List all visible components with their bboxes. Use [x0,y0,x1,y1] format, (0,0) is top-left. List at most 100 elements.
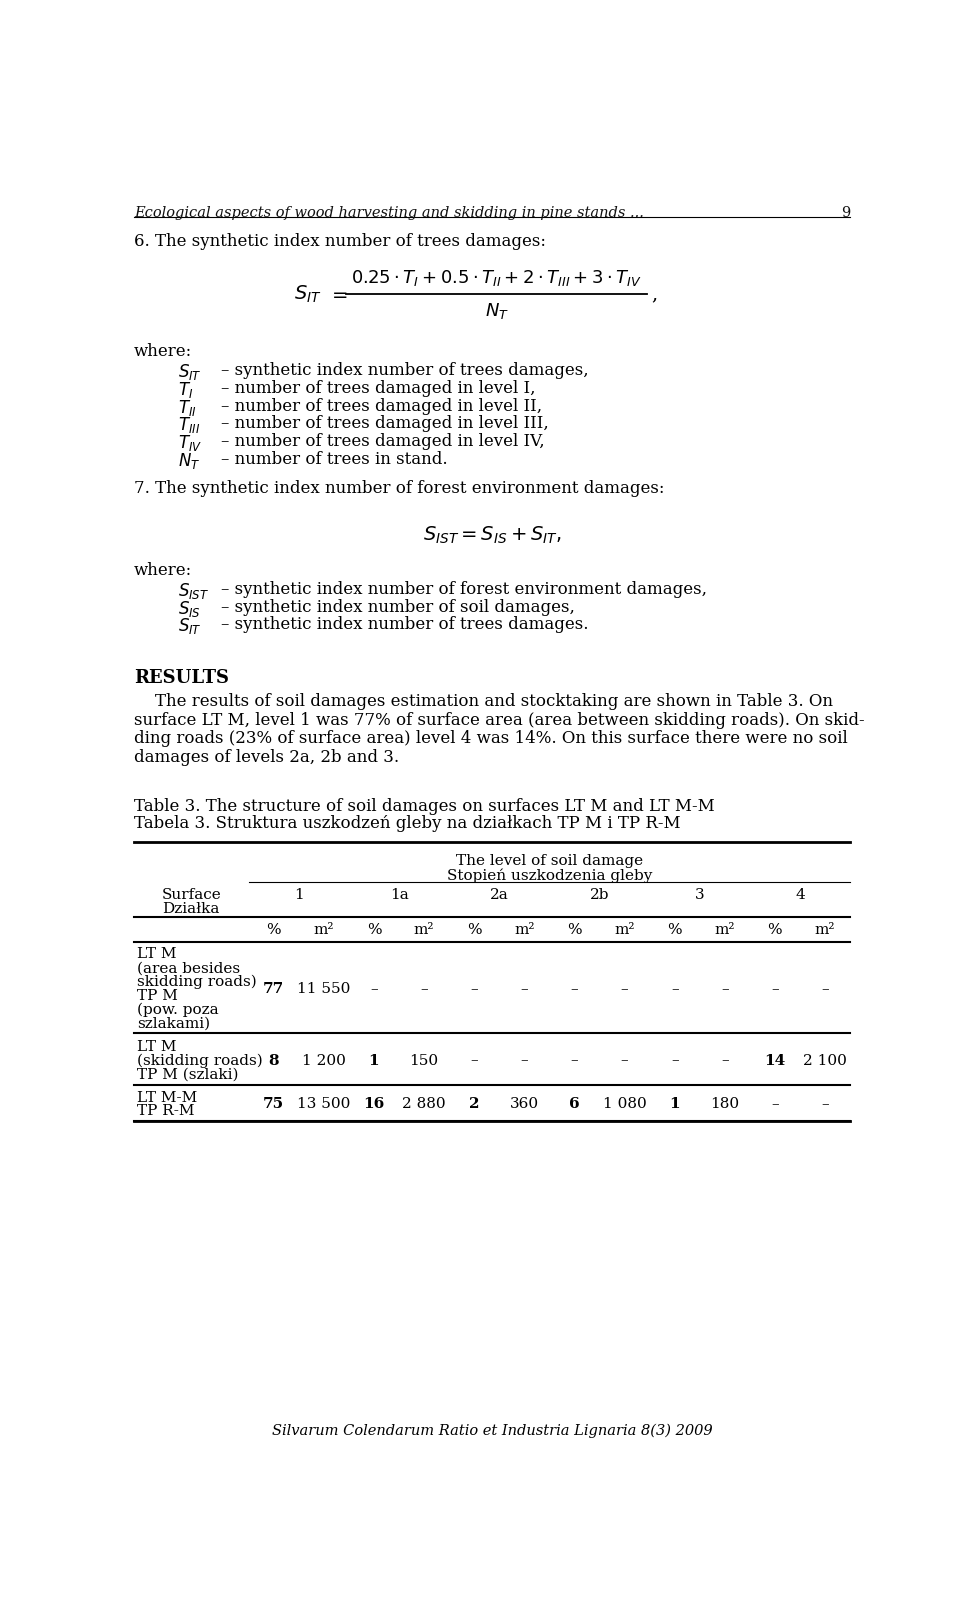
Text: –: – [570,983,578,996]
Text: – number of trees damaged in level IV,: – number of trees damaged in level IV, [221,432,544,450]
Text: m²: m² [815,923,835,937]
Text: – number of trees damaged in level III,: – number of trees damaged in level III, [221,414,548,432]
Text: The results of soil damages estimation and stocktaking are shown in Table 3. On: The results of soil damages estimation a… [134,693,833,711]
Text: where:: where: [134,562,192,578]
Text: 14: 14 [764,1054,785,1067]
Text: LT M-M: LT M-M [137,1091,198,1104]
Text: 2: 2 [468,1098,479,1112]
Text: $T_{IV}$: $T_{IV}$ [179,432,203,453]
Text: %: % [367,923,381,937]
Text: – synthetic index number of forest environment damages,: – synthetic index number of forest envir… [221,581,707,597]
Text: 6. The synthetic index number of trees damages:: 6. The synthetic index number of trees d… [134,233,546,249]
Text: $T_{II}$: $T_{II}$ [179,398,197,418]
Text: TP M (szlaki): TP M (szlaki) [137,1067,238,1081]
Text: where:: where: [134,343,192,359]
Text: m²: m² [314,923,334,937]
Text: $S_{IST} = S_{IS} + S_{IT},$: $S_{IST} = S_{IS} + S_{IT},$ [422,525,562,546]
Text: TP M: TP M [137,989,178,1002]
Text: 1 200: 1 200 [301,1054,346,1067]
Text: –: – [621,983,629,996]
Text: Stopień uszkodzenia gleby: Stopień uszkodzenia gleby [446,868,652,882]
Text: 1: 1 [369,1054,379,1067]
Text: –: – [821,1098,828,1112]
Text: The level of soil damage: The level of soil damage [456,855,643,868]
Text: –: – [771,1098,779,1112]
Text: 180: 180 [710,1098,739,1112]
Text: 360: 360 [510,1098,539,1112]
Text: –: – [420,983,428,996]
Text: surface LT M, level 1 was 77% of surface area (area between skidding roads). On : surface LT M, level 1 was 77% of surface… [134,712,865,729]
Text: 16: 16 [363,1098,385,1112]
Text: 1a: 1a [390,889,408,902]
Text: Table 3. The structure of soil damages on surfaces LT M and LT M-M: Table 3. The structure of soil damages o… [134,798,714,814]
Text: $S_{IST}$: $S_{IST}$ [179,581,209,601]
Text: TP R-M: TP R-M [137,1104,195,1119]
Text: %: % [467,923,482,937]
Text: damages of levels 2a, 2b and 3.: damages of levels 2a, 2b and 3. [134,748,399,766]
Text: RESULTS: RESULTS [134,669,228,686]
Text: –: – [671,1054,679,1067]
Text: $T_{III}$: $T_{III}$ [179,414,201,436]
Text: $S_{IT}$: $S_{IT}$ [179,363,202,382]
Text: 77: 77 [263,983,284,996]
Text: $N_{T}$: $N_{T}$ [485,301,509,321]
Text: – synthetic index number of trees damages.: – synthetic index number of trees damage… [221,617,588,633]
Text: 3: 3 [695,889,705,902]
Text: 8: 8 [269,1054,279,1067]
Text: (pow. poza: (pow. poza [137,1002,219,1017]
Text: Ecological aspects of wood harvesting and skidding in pine stands ...: Ecological aspects of wood harvesting an… [134,206,644,220]
Text: $S_{IS}$: $S_{IS}$ [179,599,202,618]
Text: – number of trees in stand.: – number of trees in stand. [221,450,447,468]
Text: 2b: 2b [589,889,610,902]
Text: – number of trees damaged in level I,: – number of trees damaged in level I, [221,380,536,397]
Text: m²: m² [614,923,635,937]
Text: –: – [371,983,377,996]
Text: 1: 1 [294,889,303,902]
Text: LT M: LT M [137,1039,177,1054]
Text: 1: 1 [669,1098,680,1112]
Text: –: – [621,1054,629,1067]
Text: m²: m² [514,923,535,937]
Text: – number of trees damaged in level II,: – number of trees damaged in level II, [221,398,541,414]
Text: 75: 75 [263,1098,284,1112]
Text: skidding roads): skidding roads) [137,975,257,989]
Text: 1 080: 1 080 [603,1098,646,1112]
Text: Tabela 3. Struktura uszkodzeń gleby na działkach TP M i TP R-M: Tabela 3. Struktura uszkodzeń gleby na d… [134,814,681,832]
Text: –: – [671,983,679,996]
Text: 13 500: 13 500 [298,1098,350,1112]
Text: (area besides: (area besides [137,962,240,975]
Text: 2a: 2a [490,889,509,902]
Text: – synthetic index number of soil damages,: – synthetic index number of soil damages… [221,599,575,615]
Text: –: – [821,983,828,996]
Text: $N_{T}$: $N_{T}$ [179,450,201,471]
Text: –: – [771,983,779,996]
Text: %: % [567,923,582,937]
Text: –: – [721,983,729,996]
Text: ding roads (23% of surface area) level 4 was 14%. On this surface there were no : ding roads (23% of surface area) level 4… [134,730,848,748]
Text: Działka: Działka [162,902,220,916]
Text: Silvarum Colendarum Ratio et Industria Lignaria 8(3) 2009: Silvarum Colendarum Ratio et Industria L… [272,1425,712,1438]
Text: 11 550: 11 550 [298,983,350,996]
Text: –: – [520,983,528,996]
Text: %: % [266,923,281,937]
Text: m²: m² [714,923,735,937]
Text: szlakami): szlakami) [137,1017,210,1031]
Text: $S_{IT}$: $S_{IT}$ [294,283,322,304]
Text: –: – [520,1054,528,1067]
Text: %: % [768,923,782,937]
Text: 4: 4 [795,889,804,902]
Text: 7. The synthetic index number of forest environment damages:: 7. The synthetic index number of forest … [134,479,664,497]
Text: m²: m² [414,923,434,937]
Text: –: – [570,1054,578,1067]
Text: 2 100: 2 100 [804,1054,847,1067]
Text: Surface: Surface [161,889,221,902]
Text: 6: 6 [569,1098,580,1112]
Text: 9: 9 [841,206,850,220]
Text: (skidding roads): (skidding roads) [137,1054,263,1069]
Text: –: – [721,1054,729,1067]
Text: 2 880: 2 880 [402,1098,445,1112]
Text: –: – [470,1054,478,1067]
Text: $0.25 \cdot T_{I} + 0.5 \cdot T_{II} + 2 \cdot T_{III} + 3 \cdot T_{IV}$: $0.25 \cdot T_{I} + 0.5 \cdot T_{II} + 2… [351,269,642,288]
Text: 150: 150 [410,1054,439,1067]
Text: $=$: $=$ [327,285,348,303]
